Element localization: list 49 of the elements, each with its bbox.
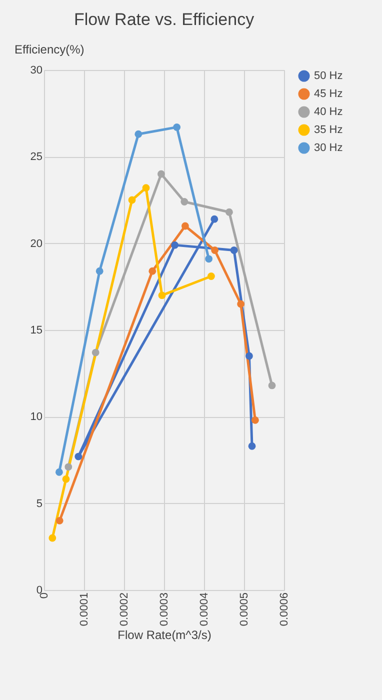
point	[64, 463, 72, 471]
point	[92, 348, 100, 356]
point	[56, 516, 64, 524]
point	[181, 222, 189, 230]
point	[237, 300, 245, 308]
point	[74, 452, 82, 460]
point	[148, 267, 156, 275]
point	[134, 130, 142, 138]
y-axis-title: Efficiency(%)	[14, 42, 84, 56]
legend-label: 30 Hz	[314, 142, 343, 154]
x-tick-label: 0.0006	[278, 592, 290, 626]
x-tick-label: 0.0001	[78, 592, 90, 626]
point	[171, 241, 179, 249]
point	[210, 215, 218, 223]
chart-title: Flow Rate vs. Efficiency	[74, 10, 255, 29]
legend-label: 40 Hz	[314, 106, 343, 118]
point	[48, 534, 56, 542]
y-tick-label: 10	[30, 411, 42, 424]
x-axis-title: Flow Rate(m^3/s)	[118, 628, 212, 642]
point	[245, 352, 253, 360]
legend-label: 50 Hz	[314, 70, 343, 82]
point	[225, 208, 233, 216]
point	[55, 468, 63, 476]
point	[211, 246, 219, 254]
point	[180, 198, 188, 206]
y-tick-label: 25	[30, 151, 42, 164]
point	[173, 124, 181, 131]
legend-label: 35 Hz	[314, 124, 343, 136]
point	[142, 184, 150, 192]
legend-label: 45 Hz	[314, 88, 343, 100]
point	[157, 170, 165, 178]
point	[158, 292, 166, 300]
point	[96, 267, 104, 275]
point	[248, 442, 256, 450]
point	[251, 416, 259, 424]
point	[128, 196, 136, 204]
x-tick-label: 0.0005	[238, 592, 250, 626]
point	[62, 475, 70, 483]
point	[268, 382, 276, 390]
point	[207, 272, 215, 280]
y-tick-label: 15	[30, 324, 42, 336]
x-tick-label: 0.0002	[118, 592, 130, 626]
point	[205, 255, 213, 263]
x-tick-label: 0.0004	[198, 592, 210, 626]
y-tick-label: 20	[30, 238, 42, 250]
y-tick-label: 5	[36, 498, 42, 510]
y-tick-label: 30	[30, 64, 42, 76]
x-tick-label: 0.0003	[158, 592, 170, 626]
point	[230, 246, 238, 254]
